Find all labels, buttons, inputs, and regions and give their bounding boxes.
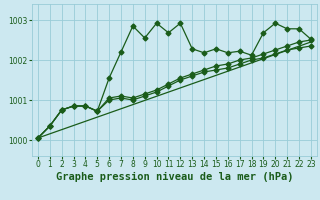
- X-axis label: Graphe pression niveau de la mer (hPa): Graphe pression niveau de la mer (hPa): [56, 172, 293, 182]
